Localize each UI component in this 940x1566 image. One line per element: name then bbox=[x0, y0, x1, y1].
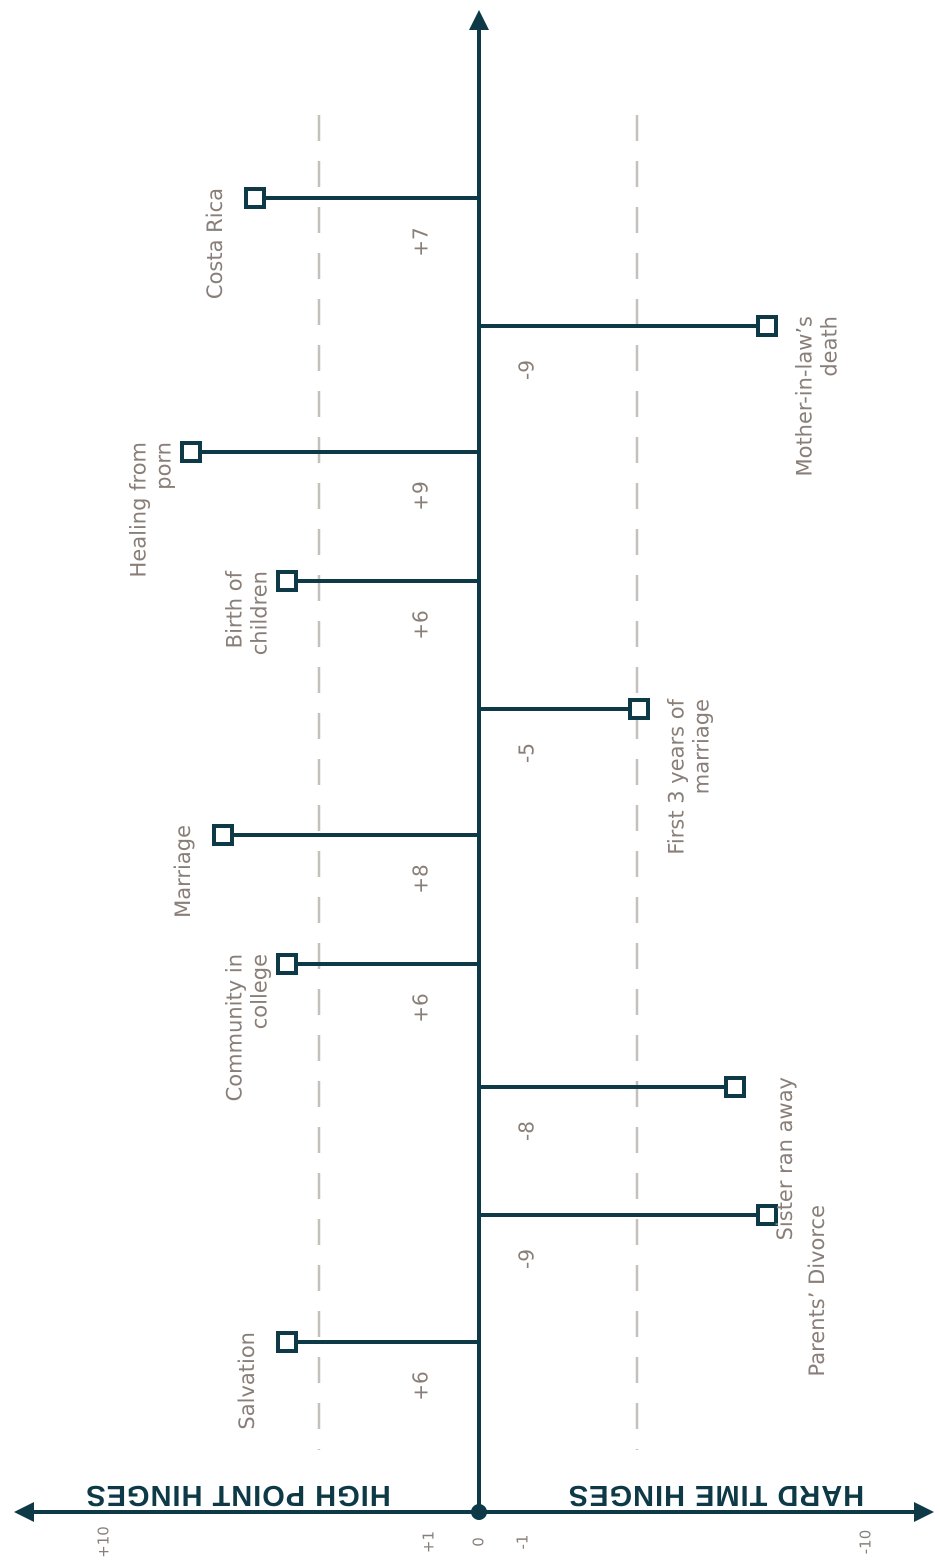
axis-tick-label: +1 bbox=[420, 1531, 438, 1553]
bar-end-marker bbox=[276, 953, 298, 975]
axis-tick-label: 0 bbox=[470, 1537, 488, 1547]
category-label: Marriage bbox=[171, 825, 195, 918]
axis-tick-label: -1 bbox=[514, 1535, 532, 1550]
category-label-line: Birth of bbox=[223, 570, 247, 648]
bar-end-marker bbox=[212, 824, 234, 846]
category-label-line: Sister ran away bbox=[773, 1077, 797, 1240]
bar-end-marker bbox=[180, 441, 202, 463]
category-label-line: Mother-in-law’s bbox=[793, 316, 817, 477]
category-label-line: Community in bbox=[223, 954, 247, 1101]
category-label: Parents’ Divorce bbox=[805, 1205, 829, 1376]
hard-time-header: HARD TIME HINGES bbox=[568, 1479, 864, 1511]
value-label: -8 bbox=[515, 1121, 539, 1141]
bar-end-marker bbox=[276, 570, 298, 592]
category-label-line: death bbox=[818, 316, 842, 377]
value-label: -5 bbox=[515, 743, 539, 763]
bar-end-marker bbox=[628, 698, 650, 720]
axis-tick-label: +10 bbox=[95, 1526, 113, 1558]
grid-lines bbox=[317, 115, 639, 1450]
value-label: -9 bbox=[515, 360, 539, 380]
axis-ticks-layer: +10 +1 0 -1 -10 bbox=[95, 1526, 875, 1558]
category-label: Healing fromporn bbox=[127, 442, 176, 577]
category-label-line: porn bbox=[152, 442, 176, 490]
bar-end-marker bbox=[756, 315, 778, 337]
category-label-line: First 3 years of bbox=[665, 698, 689, 854]
category-label-line: Salvation bbox=[235, 1332, 259, 1430]
axis-origin-dot bbox=[471, 1504, 487, 1520]
value-label: +7 bbox=[409, 227, 433, 256]
value-label: +8 bbox=[409, 864, 433, 893]
category-label: Birth ofchildren bbox=[223, 570, 272, 655]
category-label: First 3 years ofmarriage bbox=[665, 698, 714, 854]
value-label: +6 bbox=[409, 993, 433, 1022]
category-label-line: marriage bbox=[690, 699, 714, 794]
category-label-line: college bbox=[248, 954, 272, 1029]
bar-end-marker bbox=[756, 1204, 778, 1226]
axis-tick-label: -10 bbox=[857, 1530, 875, 1555]
category-label: Community incollege bbox=[223, 954, 272, 1101]
axes bbox=[14, 10, 934, 1522]
category-label: Costa Rica bbox=[203, 188, 227, 299]
value-label: -9 bbox=[515, 1249, 539, 1269]
category-label-line: Parents’ Divorce bbox=[805, 1205, 829, 1376]
bar-end-marker bbox=[276, 1331, 298, 1353]
category-label: Salvation bbox=[235, 1332, 259, 1430]
value-label: +9 bbox=[409, 481, 433, 510]
category-label-line: Costa Rica bbox=[203, 188, 227, 299]
category-label: Sister ran away bbox=[773, 1077, 797, 1240]
bars-layer: +6 Salvation -9 Parents’ Divorce -8 Sister ra… bbox=[127, 187, 842, 1430]
value-label: +6 bbox=[409, 1371, 433, 1400]
value-label: +6 bbox=[409, 610, 433, 639]
bar-end-marker bbox=[244, 187, 266, 209]
bar-end-marker bbox=[724, 1076, 746, 1098]
high-point-header: HIGH POINT HINGES bbox=[85, 1479, 390, 1511]
category-label: Mother-in-law’sdeath bbox=[793, 316, 842, 477]
category-label-line: children bbox=[248, 571, 272, 655]
category-label-line: Marriage bbox=[171, 825, 195, 918]
category-label-line: Healing from bbox=[127, 442, 151, 577]
